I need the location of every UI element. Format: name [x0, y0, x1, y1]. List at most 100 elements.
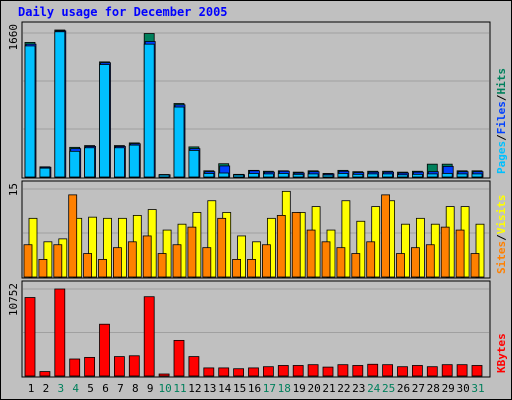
- bar-sites-day-23: [351, 253, 361, 278]
- x-tick-label-day-30: 30: [456, 382, 469, 395]
- bar-pages-day-3: [54, 31, 66, 178]
- y-max-label-visits-sites: 15: [7, 183, 20, 196]
- x-tick-label-day-1: 1: [28, 382, 35, 395]
- x-tick-label-day-7: 7: [117, 382, 124, 395]
- bar-pages-day-6: [99, 64, 110, 178]
- bar-kbytes-day-11: [173, 339, 185, 377]
- x-tick-label-day-11: 11: [173, 382, 186, 395]
- bar-sites-day-4: [68, 194, 78, 278]
- bar-sites-day-28: [425, 244, 435, 278]
- bar-kbytes-day-23: [352, 365, 364, 377]
- y-max-label-kbytes: 10752: [7, 283, 20, 316]
- bar-pages-day-22: [337, 173, 349, 178]
- bar-kbytes-day-20: [307, 364, 319, 377]
- bar-sites-day-25: [381, 194, 391, 278]
- bar-kbytes-day-31: [471, 365, 483, 377]
- bar-sites-day-19: [291, 212, 301, 278]
- bar-kbytes-day-13: [203, 367, 215, 377]
- x-tick-label-day-2: 2: [43, 382, 50, 395]
- legend-item-pages: Pages: [495, 141, 508, 174]
- bar-sites-day-14: [217, 217, 227, 278]
- x-tick-label-day-28: 28: [427, 382, 440, 395]
- bar-sites-day-20: [306, 229, 316, 278]
- legend-kbytes: KBytes: [495, 333, 508, 373]
- bar-pages-day-15: [233, 174, 245, 178]
- bar-kbytes-day-21: [322, 366, 334, 377]
- legend-visits-sites: Sites/Visits: [495, 195, 508, 275]
- x-tick-label-day-23: 23: [352, 382, 365, 395]
- bar-kbytes-day-6: [99, 323, 110, 377]
- legend-item-sites: Sites: [495, 241, 508, 274]
- y-max-label-hits-files-pages: 1660: [7, 24, 20, 51]
- x-tick-label-day-14: 14: [218, 382, 232, 395]
- bar-pages-day-9: [143, 43, 155, 178]
- bar-pages-day-5: [84, 147, 95, 178]
- bar-sites-day-7: [113, 247, 122, 278]
- x-tick-label-day-21: 21: [322, 382, 335, 395]
- legend-item-separator: /: [495, 234, 508, 241]
- bar-pages-day-24: [367, 173, 379, 178]
- bar-visits-day-23: [356, 220, 366, 278]
- x-tick-label-day-22: 22: [337, 382, 350, 395]
- bar-pages-day-12: [188, 150, 200, 178]
- x-tick-label-day-25: 25: [382, 382, 395, 395]
- x-tick-label-day-4: 4: [72, 382, 79, 395]
- bar-sites-day-29: [440, 226, 450, 278]
- bar-pages-day-29: [441, 173, 453, 178]
- x-tick-label-day-20: 20: [307, 382, 320, 395]
- x-tick-label-day-3: 3: [57, 382, 64, 395]
- bar-kbytes-day-16: [248, 367, 259, 377]
- x-tick-label-day-15: 15: [233, 382, 246, 395]
- bar-kbytes-day-19: [292, 365, 304, 377]
- bar-kbytes-day-30: [456, 364, 468, 377]
- bar-sites-day-27: [410, 247, 420, 278]
- bar-sites-day-3: [53, 244, 63, 278]
- x-tick-label-day-13: 13: [203, 382, 216, 395]
- bar-pages-day-28: [426, 173, 438, 178]
- x-tick-label-day-5: 5: [87, 382, 94, 395]
- bar-kbytes-day-29: [441, 364, 453, 377]
- bar-pages-day-11: [173, 106, 185, 178]
- bar-sites-day-24: [366, 241, 376, 278]
- bar-pages-day-4: [69, 150, 81, 178]
- bar-sites-day-12: [187, 226, 197, 278]
- bar-pages-day-21: [322, 174, 334, 178]
- bar-pages-day-23: [352, 173, 364, 178]
- bar-kbytes-day-1: [24, 297, 36, 377]
- x-tick-label-day-6: 6: [102, 382, 109, 395]
- bar-pages-day-2: [39, 167, 51, 178]
- bar-sites-day-15: [232, 258, 242, 278]
- bar-sites-day-2: [38, 258, 48, 278]
- bar-sites-day-10: [157, 253, 167, 278]
- bar-sites-day-16: [247, 258, 256, 278]
- bar-sites-day-8: [127, 241, 137, 278]
- bar-pages-day-7: [114, 147, 125, 178]
- x-tick-label-day-31: 31: [471, 382, 484, 395]
- bar-kbytes-day-15: [233, 368, 245, 377]
- bar-kbytes-day-26: [397, 366, 408, 377]
- x-tick-label-day-27: 27: [412, 382, 425, 395]
- bar-sites-day-5: [83, 253, 92, 278]
- legend-item-separator: /: [495, 134, 508, 141]
- bar-pages-day-18: [277, 173, 289, 178]
- legend-hits-files-pages: Pages/Files/Hits: [495, 68, 508, 174]
- legend-item-visits: Visits: [495, 195, 508, 235]
- x-tick-label-day-19: 19: [293, 382, 306, 395]
- bar-pages-day-25: [382, 173, 394, 178]
- legend-item-kbytes: KBytes: [495, 333, 508, 373]
- x-tick-label-day-26: 26: [397, 382, 410, 395]
- bar-kbytes-day-27: [411, 365, 423, 377]
- bar-kbytes-day-2: [39, 371, 51, 377]
- bar-pages-day-16: [248, 173, 259, 178]
- bar-kbytes-day-28: [426, 366, 438, 377]
- bar-sites-day-1: [23, 244, 33, 278]
- bar-sites-day-26: [396, 253, 405, 278]
- bar-sites-day-6: [98, 258, 107, 278]
- bar-visits-day-6: [103, 217, 112, 278]
- bar-pages-day-19: [292, 173, 304, 178]
- x-tick-label-day-29: 29: [442, 382, 455, 395]
- x-tick-label-day-12: 12: [188, 382, 201, 395]
- bar-kbytes-day-4: [69, 358, 81, 377]
- bar-kbytes-day-5: [84, 356, 95, 377]
- x-tick-label-day-10: 10: [158, 382, 171, 395]
